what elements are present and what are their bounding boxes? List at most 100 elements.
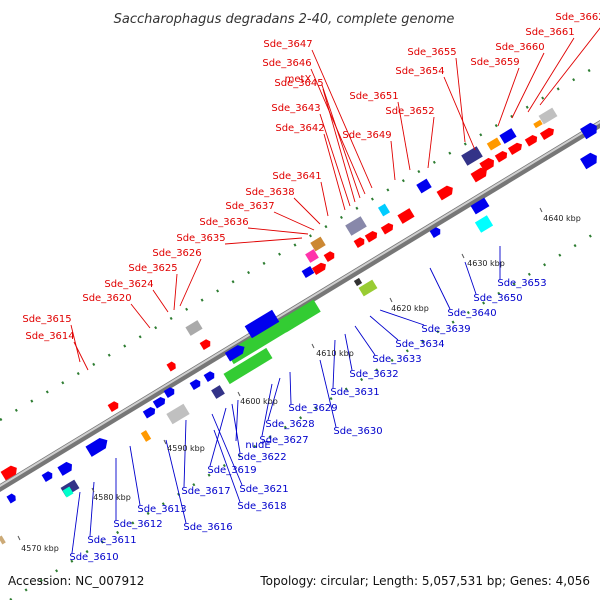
gene-glyph-16 [377, 203, 391, 217]
gene-label-25: Sde_3614 [25, 331, 74, 342]
gene-label-9: Sde_3645 [274, 78, 323, 89]
gene-glyph-0 [538, 107, 558, 125]
gene-label-rev-11: Sde_3627 [259, 435, 308, 446]
gene-glyph-12 [580, 152, 597, 170]
gene-label-5: Sde_3654 [395, 66, 444, 77]
gene-glyph-19 [345, 216, 367, 236]
leader-line-red-5 [443, 76, 476, 151]
gene-glyph-33 [223, 347, 273, 385]
leader-line-blue-3 [379, 309, 425, 326]
gene-label-rev-14: Sde_3619 [207, 465, 256, 476]
gene-label-rev-6: Sde_3632 [349, 369, 398, 380]
leader-line-red-25 [73, 341, 89, 371]
gene-glyph-18 [364, 231, 378, 243]
gene-glyph-46 [107, 401, 119, 413]
kbp-tick-label-4: 4610 kbp [316, 349, 354, 358]
leader-line-red-15 [320, 181, 329, 217]
leader-line-red-14 [390, 140, 396, 181]
gene-label-17: Sde_3637 [225, 201, 274, 212]
gene-glyph-10 [470, 167, 487, 183]
gene-label-16: Sde_3638 [245, 187, 294, 198]
leader-line-red-16 [293, 197, 321, 225]
gene-glyph-3 [524, 135, 538, 147]
leader-line-red-1 [527, 37, 575, 113]
gene-glyph-25 [301, 265, 315, 279]
leader-line-red-13 [323, 133, 346, 211]
gene-glyph-42 [163, 387, 175, 399]
gene-label-10: Sde_3651 [349, 91, 398, 102]
gene-label-rev-7: Sde_3631 [330, 387, 379, 398]
gene-glyph-43 [152, 397, 166, 409]
leader-line-red-9 [322, 88, 356, 203]
gene-label-rev-0: Sde_3653 [497, 278, 546, 289]
gene-glyph-41 [211, 385, 225, 399]
gene-glyph-22 [310, 236, 326, 252]
gene-label-rev-3: Sde_3639 [421, 324, 470, 335]
topology-text: Topology: circular; Length: 5,057,531 bp… [260, 574, 590, 588]
gene-label-rev-12: nudE [245, 440, 270, 451]
leader-line-blue-9 [289, 371, 292, 405]
leader-line-blue-16 [183, 419, 187, 488]
gene-glyph-15 [397, 208, 415, 224]
gene-glyph-6 [479, 157, 494, 172]
leader-line-blue-11 [261, 383, 273, 437]
kbp-tick-mark-2 [163, 439, 167, 445]
gene-glyph-24 [311, 262, 326, 276]
leader-line-blue-17 [213, 429, 241, 503]
kbp-tick-label-1: 4580 kbp [93, 493, 131, 502]
gene-label-3: Sde_3659 [470, 57, 519, 68]
gene-label-7: Sde_3646 [262, 58, 311, 69]
gene-label-rev-1: Sde_3650 [473, 293, 522, 304]
leader-line-blue-18 [129, 445, 141, 506]
leader-line-blue-12 [235, 399, 239, 442]
leader-line-blue-4 [369, 315, 399, 341]
leader-line-red-18 [247, 227, 309, 235]
gene-label-rev-13: Sde_3622 [237, 452, 286, 463]
leader-line-red-10 [397, 101, 411, 171]
leader-line-blue-15 [211, 413, 243, 486]
gene-label-rev-18: Sde_3613 [137, 504, 186, 515]
kbp-tick-label-5: 4620 kbp [391, 304, 429, 313]
leader-line-red-21 [173, 273, 178, 311]
gene-label-21: Sde_3625 [128, 263, 177, 274]
gene-glyph-13 [436, 185, 453, 201]
kbp-tick-mark-4 [311, 343, 315, 349]
gene-label-12: Sde_3652 [385, 106, 434, 117]
leader-line-red-19 [224, 237, 303, 245]
kbp-tick-label-6: 4630 kbp [467, 259, 505, 268]
gene-label-rev-4: Sde_3634 [395, 339, 444, 350]
gene-glyph-47 [85, 438, 108, 457]
gene-label-rev-22: Sde_3610 [69, 552, 118, 563]
leader-line-blue-7 [332, 339, 336, 389]
outer-dot-ring [0, 68, 591, 422]
gene-glyph-20 [353, 237, 365, 249]
leader-line-blue-10 [267, 377, 281, 421]
gene-glyph-23 [305, 249, 319, 263]
gene-glyph-30 [353, 277, 363, 287]
gene-label-rev-17: Sde_3618 [237, 501, 286, 512]
gene-label-6: Sde_3647 [263, 39, 312, 50]
genome-backbone [0, 119, 600, 493]
gene-label-rev-2: Sde_3640 [447, 308, 496, 319]
gene-glyph-54 [6, 493, 16, 504]
gene-glyph-29 [358, 279, 378, 297]
gene-glyph-45 [142, 407, 156, 419]
gene-label-13: Sde_3642 [275, 123, 324, 134]
gene-label-19: Sde_3635 [176, 233, 225, 244]
gene-label-18: Sde_3636 [199, 217, 248, 228]
leader-line-red-23 [130, 303, 151, 329]
gene-label-22: Sde_3624 [104, 279, 153, 290]
gene-label-rev-10: Sde_3628 [265, 419, 314, 430]
leader-line-blue-14 [209, 407, 227, 467]
gene-glyph-40 [189, 379, 201, 391]
kbp-tick-mark-1 [91, 487, 95, 493]
gene-glyph-48 [140, 430, 152, 442]
kbp-tick-mark-0 [17, 535, 21, 541]
leader-line-blue-5 [354, 325, 376, 356]
gene-label-2: Sde_3660 [495, 42, 544, 53]
kbp-tick-label-3: 4600 kbp [240, 397, 278, 406]
gene-glyph-5 [494, 151, 508, 163]
kbp-tick-label-0: 4570 kbp [21, 544, 59, 553]
gene-glyph-35 [224, 345, 245, 362]
gene-glyph-14 [416, 178, 432, 194]
